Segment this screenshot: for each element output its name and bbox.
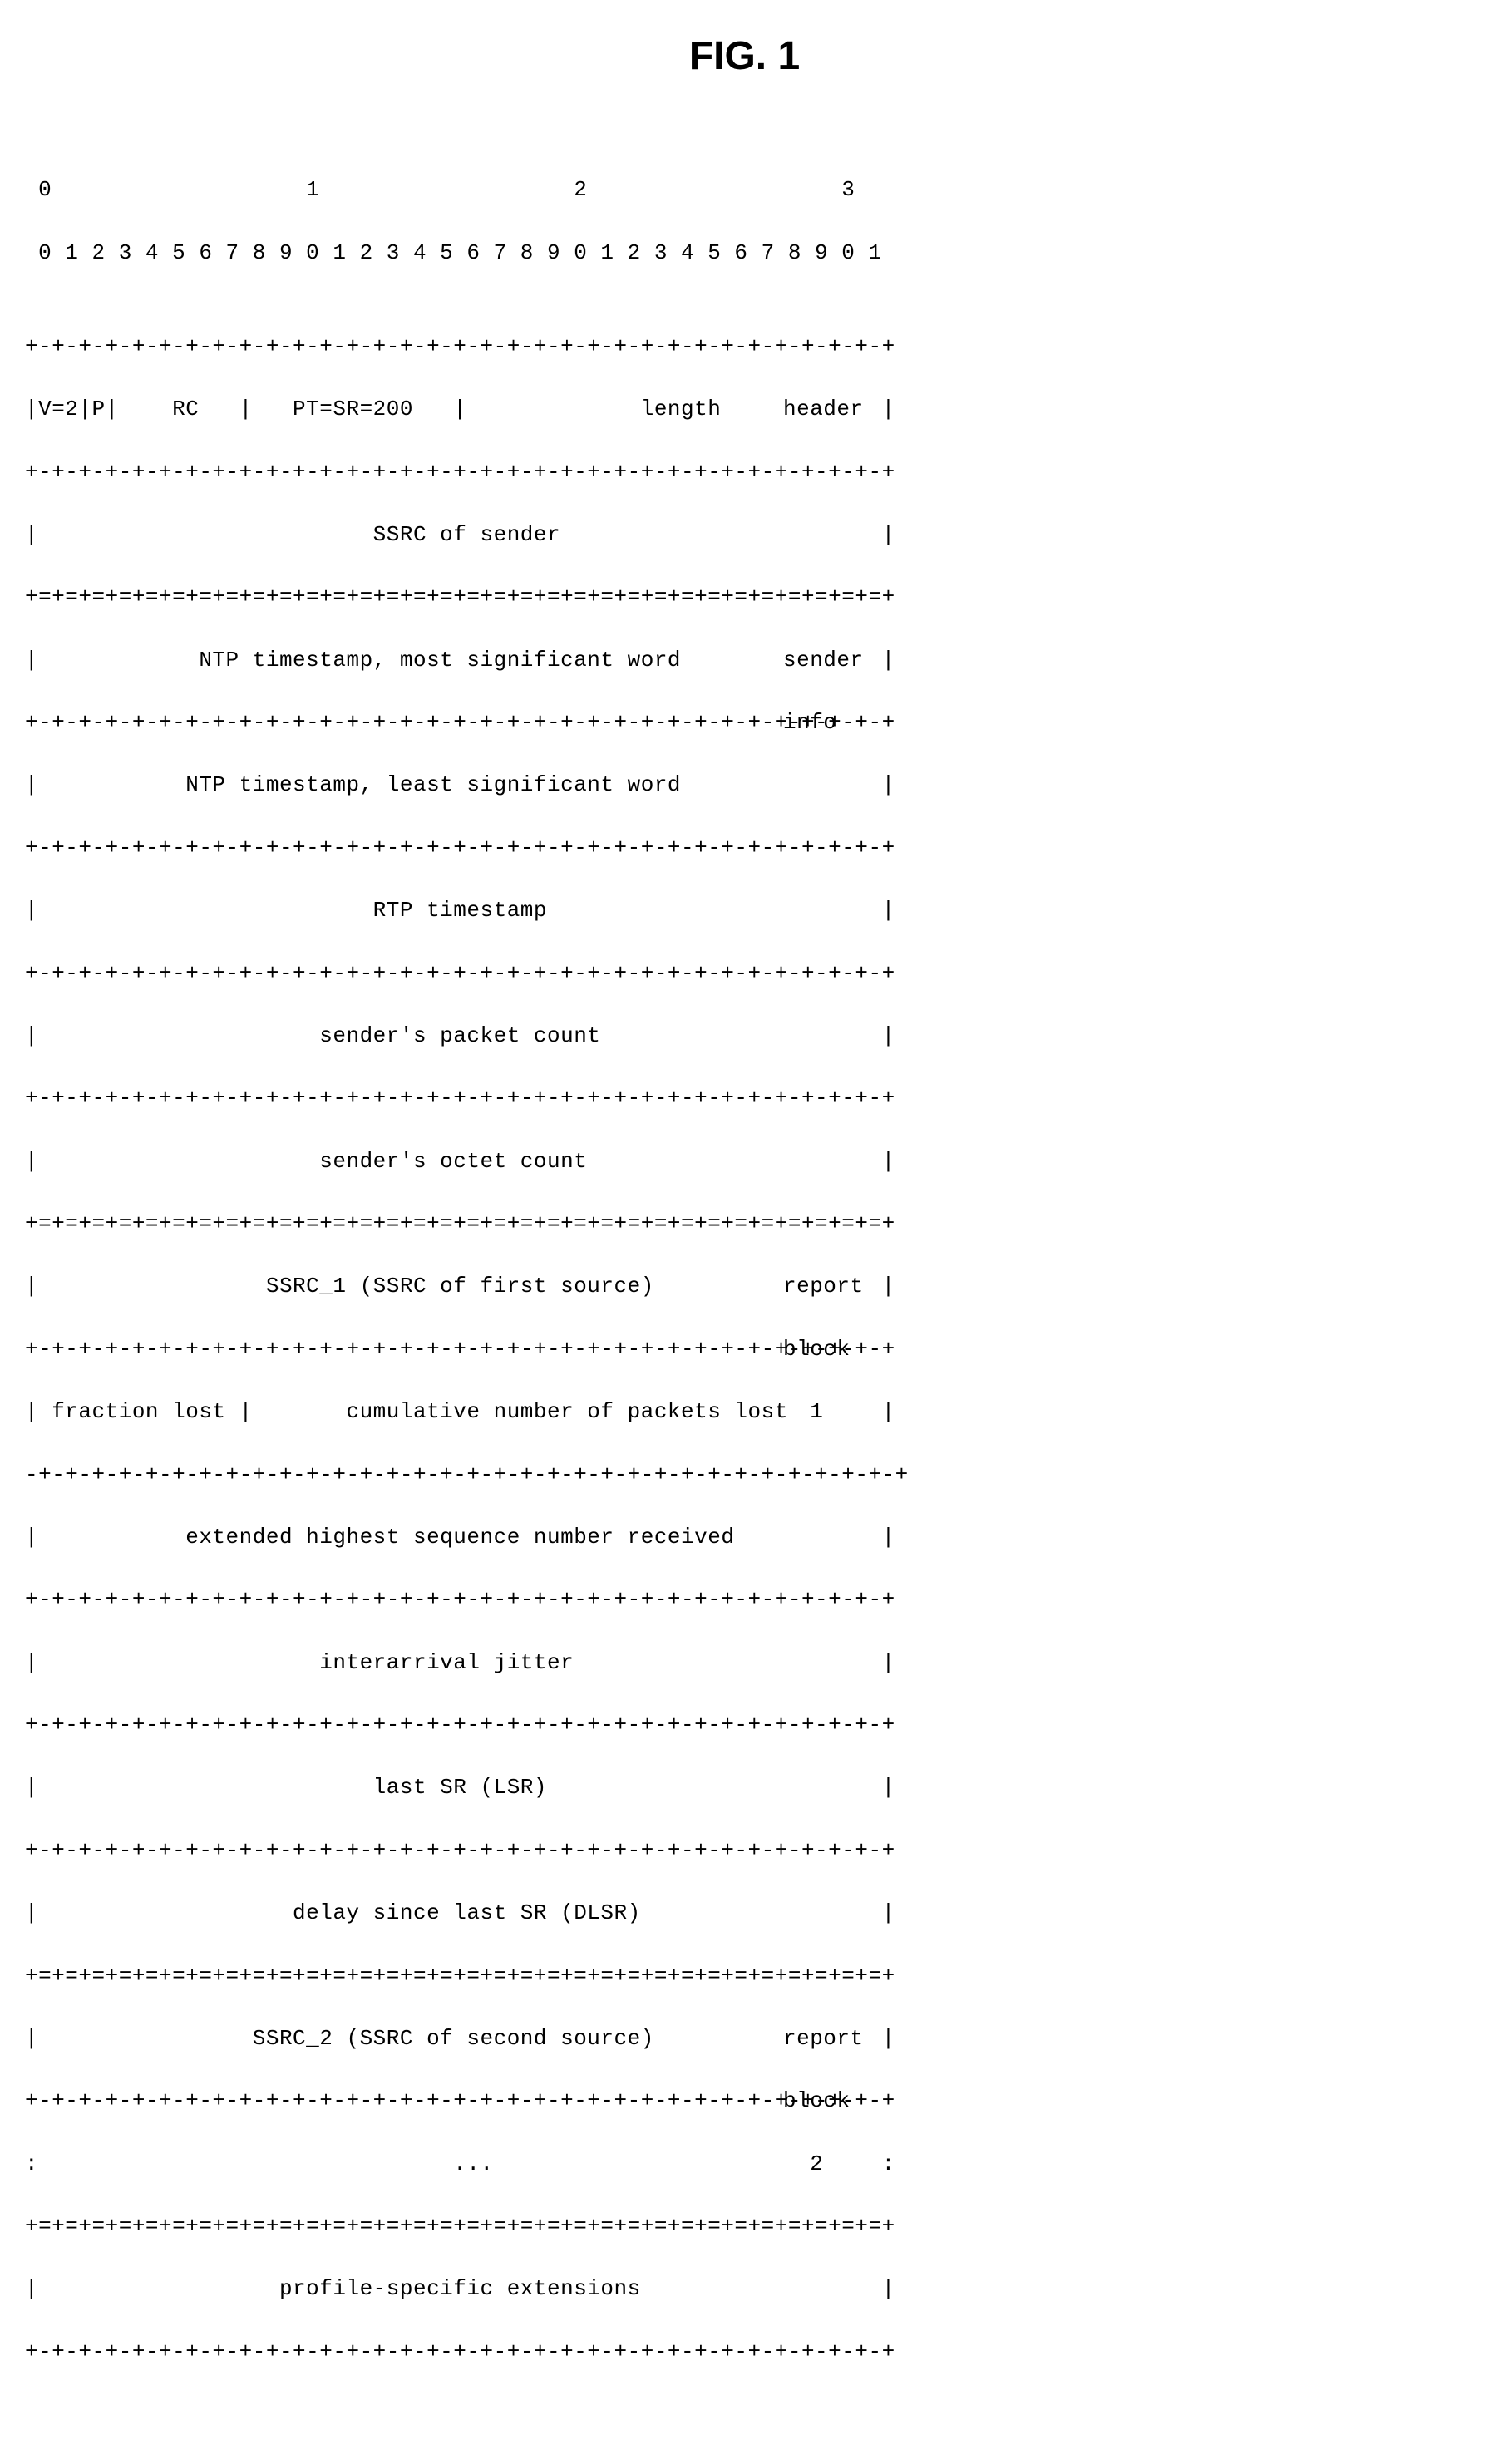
sep-light: +-+-+-+-+-+-+-+-+-+-+-+-+-+-+-+-+-+-+-+-… [25, 1334, 773, 1366]
row-lsr: | last SR (LSR) | [25, 1772, 773, 1804]
sep-light: +-+-+-+-+-+-+-+-+-+-+-+-+-+-+-+-+-+-+-+-… [25, 332, 773, 363]
sep-light: +-+-+-+-+-+-+-+-+-+-+-+-+-+-+-+-+-+-+-+-… [25, 2086, 773, 2117]
sep-heavy: +=+=+=+=+=+=+=+=+=+=+=+=+=+=+=+=+=+=+=+=… [25, 1209, 773, 1240]
row-ssrc-sender: | SSRC of sender | [25, 520, 773, 551]
row-jitter: | interarrival jitter | [25, 1648, 773, 1679]
sep-light: +-+-+-+-+-+-+-+-+-+-+-+-+-+-+-+-+-+-+-+-… [25, 833, 773, 865]
label-report1: report [773, 1271, 916, 1303]
row-profile-ext: | profile-specific extensions | [25, 2274, 773, 2305]
label-info: info [773, 707, 916, 739]
sep-heavy: +=+=+=+=+=+=+=+=+=+=+=+=+=+=+=+=+=+=+=+=… [25, 2211, 773, 2243]
sep-light: +-+-+-+-+-+-+-+-+-+-+-+-+-+-+-+-+-+-+-+-… [25, 1836, 773, 1867]
row-ntp-lsw: | NTP timestamp, least significant word … [25, 770, 773, 801]
label-two: 2 [773, 2149, 916, 2181]
sep-light: +-+-+-+-+-+-+-+-+-+-+-+-+-+-+-+-+-+-+-+-… [25, 1083, 773, 1115]
sep-light-nolead: -+-+-+-+-+-+-+-+-+-+-+-+-+-+-+-+-+-+-+-+… [25, 1460, 773, 1491]
bit-scale-bottom: 0 1 2 3 4 5 6 7 8 9 0 1 2 3 4 5 6 7 8 9 … [25, 238, 773, 269]
bit-scale-top: 0 1 2 3 [25, 175, 773, 206]
row-rtp-ts: | RTP timestamp | [25, 895, 773, 927]
sep-heavy: +=+=+=+=+=+=+=+=+=+=+=+=+=+=+=+=+=+=+=+=… [25, 582, 773, 614]
sep-light: +-+-+-+-+-+-+-+-+-+-+-+-+-+-+-+-+-+-+-+-… [25, 1584, 773, 1616]
row-octet-count: | sender's octet count | [25, 1146, 773, 1178]
row-ellipsis: : ... : [25, 2149, 773, 2181]
label-sender: sender [773, 645, 916, 677]
row-ext-seq: | extended highest sequence number recei… [25, 1522, 773, 1554]
sep-light: +-+-+-+-+-+-+-+-+-+-+-+-+-+-+-+-+-+-+-+-… [25, 958, 773, 990]
row-pkt-count: | sender's packet count | [25, 1021, 773, 1052]
row-fraction-lost: | fraction lost | cumulative number of p… [25, 1397, 773, 1428]
row-ntp-msw: | NTP timestamp, most significant word | [25, 645, 773, 677]
row-dlsr: | delay since last SR (DLSR) | [25, 1898, 773, 1929]
sep-light: +-+-+-+-+-+-+-+-+-+-+-+-+-+-+-+-+-+-+-+-… [25, 2337, 773, 2368]
sep-heavy: +=+=+=+=+=+=+=+=+=+=+=+=+=+=+=+=+=+=+=+=… [25, 1961, 773, 1993]
row-ssrc1: | SSRC_1 (SSRC of first source) | [25, 1271, 773, 1303]
label-one: 1 [773, 1397, 916, 1428]
label-report2: report [773, 2023, 916, 2055]
row-ssrc2: | SSRC_2 (SSRC of second source) | [25, 2023, 773, 2055]
sep-light: +-+-+-+-+-+-+-+-+-+-+-+-+-+-+-+-+-+-+-+-… [25, 457, 773, 489]
label-header: header [773, 394, 916, 426]
row-header: |V=2|P| RC | PT=SR=200 | length | [25, 394, 773, 426]
figure-title: FIG. 1 [25, 33, 1464, 79]
sep-light: +-+-+-+-+-+-+-+-+-+-+-+-+-+-+-+-+-+-+-+-… [25, 1710, 773, 1742]
sep-light: +-+-+-+-+-+-+-+-+-+-+-+-+-+-+-+-+-+-+-+-… [25, 707, 773, 739]
label-block1: block [773, 1334, 916, 1366]
label-block2: block [773, 2086, 916, 2117]
packet-diagram: 0 1 2 3 0 1 2 3 4 5 6 7 8 9 0 1 2 3 4 5 … [25, 112, 1464, 2431]
